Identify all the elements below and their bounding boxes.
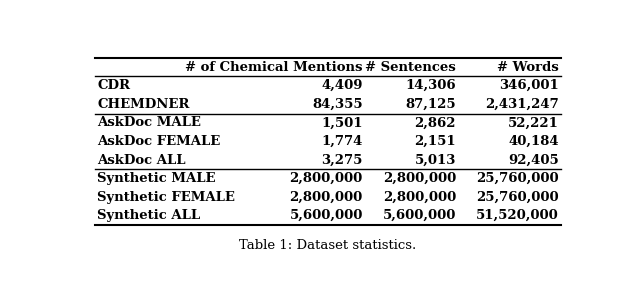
- Text: AskDoc MALE: AskDoc MALE: [97, 116, 201, 129]
- Text: 14,306: 14,306: [406, 79, 456, 92]
- Text: 25,760,000: 25,760,000: [476, 191, 559, 204]
- Text: 92,405: 92,405: [508, 153, 559, 166]
- Text: 2,151: 2,151: [415, 135, 456, 148]
- Text: 346,001: 346,001: [499, 79, 559, 92]
- Text: # Words: # Words: [497, 61, 559, 74]
- Text: Synthetic FEMALE: Synthetic FEMALE: [97, 191, 236, 204]
- Text: 1,774: 1,774: [321, 135, 363, 148]
- Text: 2,800,000: 2,800,000: [383, 172, 456, 185]
- Text: Synthetic ALL: Synthetic ALL: [97, 209, 200, 222]
- Text: # of Chemical Mentions: # of Chemical Mentions: [186, 61, 363, 74]
- Text: AskDoc FEMALE: AskDoc FEMALE: [97, 135, 221, 148]
- Text: 4,409: 4,409: [321, 79, 363, 92]
- Text: Synthetic MALE: Synthetic MALE: [97, 172, 216, 185]
- Text: Table 1: Dataset statistics.: Table 1: Dataset statistics.: [239, 239, 417, 252]
- Text: 2,800,000: 2,800,000: [289, 191, 363, 204]
- Text: 25,760,000: 25,760,000: [476, 172, 559, 185]
- Text: 5,600,000: 5,600,000: [289, 209, 363, 222]
- Text: AskDoc ALL: AskDoc ALL: [97, 153, 186, 166]
- Text: 2,862: 2,862: [415, 116, 456, 129]
- Text: 87,125: 87,125: [406, 98, 456, 111]
- Text: 5,013: 5,013: [415, 153, 456, 166]
- Text: 5,600,000: 5,600,000: [383, 209, 456, 222]
- Text: 1,501: 1,501: [321, 116, 363, 129]
- Text: 40,184: 40,184: [508, 135, 559, 148]
- Text: CHEMDNER: CHEMDNER: [97, 98, 189, 111]
- Text: 2,800,000: 2,800,000: [383, 191, 456, 204]
- Text: 51,520,000: 51,520,000: [476, 209, 559, 222]
- Text: # Sentences: # Sentences: [365, 61, 456, 74]
- Text: 84,355: 84,355: [312, 98, 363, 111]
- Text: 3,275: 3,275: [321, 153, 363, 166]
- Text: 2,800,000: 2,800,000: [289, 172, 363, 185]
- Text: 2,431,247: 2,431,247: [485, 98, 559, 111]
- Text: CDR: CDR: [97, 79, 131, 92]
- Text: 52,221: 52,221: [508, 116, 559, 129]
